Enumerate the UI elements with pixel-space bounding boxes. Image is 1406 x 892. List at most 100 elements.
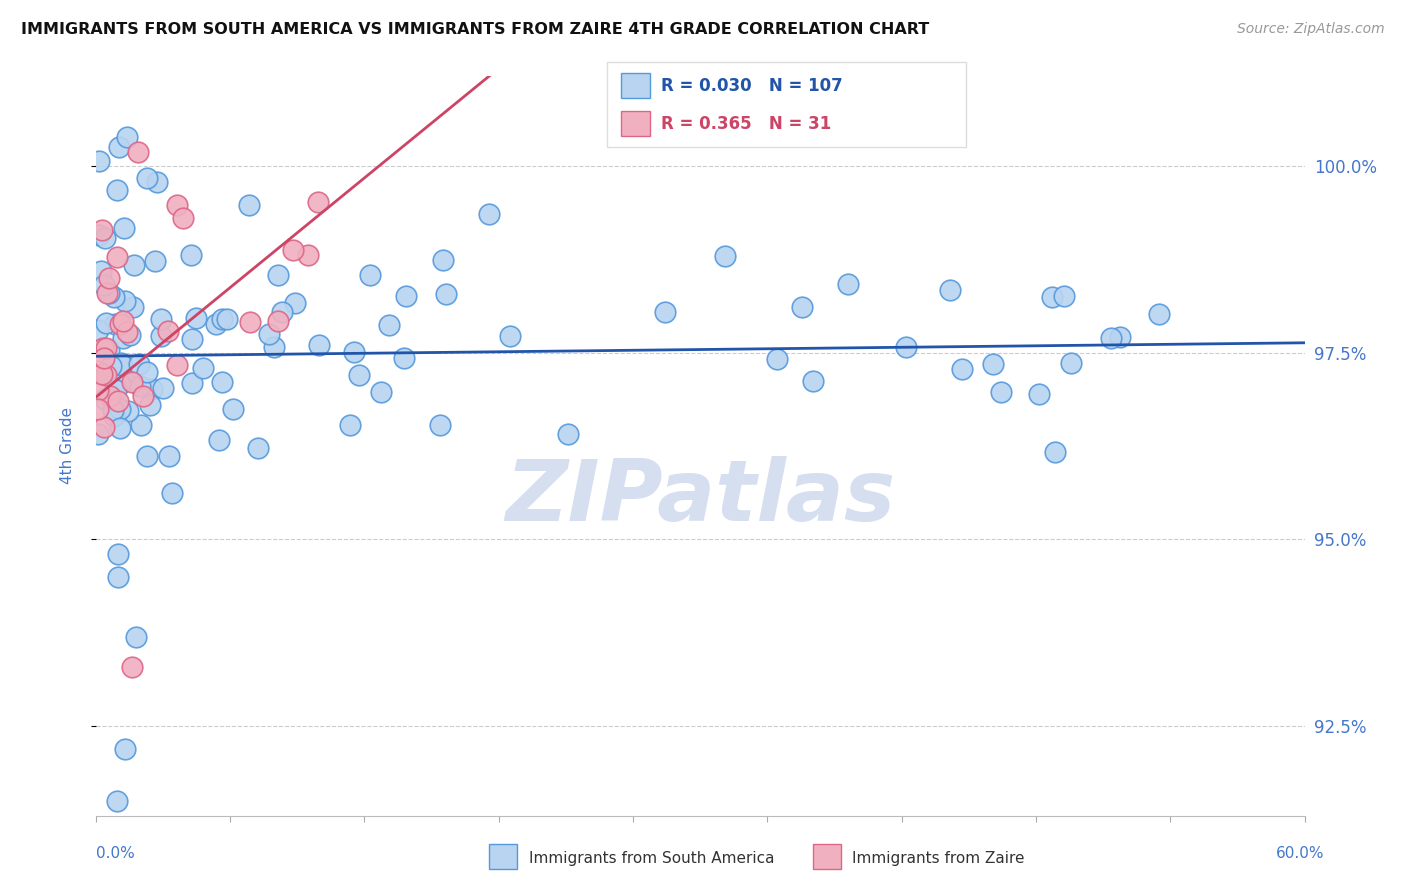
Text: 0.0%: 0.0% bbox=[96, 847, 135, 861]
Point bbox=[93, 277, 115, 292]
Point bbox=[181, 376, 204, 391]
Point bbox=[1042, 290, 1064, 304]
Point bbox=[239, 315, 262, 329]
Point bbox=[143, 254, 166, 268]
Point bbox=[105, 183, 128, 197]
Point bbox=[145, 175, 167, 189]
Point bbox=[121, 659, 143, 673]
Point bbox=[108, 139, 131, 153]
Point bbox=[370, 385, 392, 400]
Point bbox=[125, 630, 148, 644]
Point bbox=[86, 383, 108, 397]
Text: IMMIGRANTS FROM SOUTH AMERICA VS IMMIGRANTS FROM ZAIRE 4TH GRADE CORRELATION CHA: IMMIGRANTS FROM SOUTH AMERICA VS IMMIGRA… bbox=[21, 22, 929, 37]
Point bbox=[122, 258, 145, 272]
Point bbox=[359, 268, 381, 283]
Point bbox=[211, 312, 233, 326]
Point bbox=[91, 341, 114, 355]
Text: R = 0.030   N = 107: R = 0.030 N = 107 bbox=[661, 77, 842, 95]
Point bbox=[107, 548, 129, 562]
Point bbox=[156, 324, 179, 338]
Point bbox=[121, 300, 143, 314]
Point bbox=[297, 248, 319, 262]
Point bbox=[713, 249, 735, 263]
Point bbox=[186, 311, 208, 326]
Point bbox=[150, 329, 173, 343]
Point bbox=[395, 288, 418, 302]
Point bbox=[91, 223, 114, 237]
Point bbox=[136, 449, 159, 463]
Point bbox=[152, 380, 174, 394]
Point bbox=[246, 442, 269, 456]
Point bbox=[1060, 356, 1083, 370]
Point bbox=[654, 305, 676, 319]
Point bbox=[950, 362, 973, 376]
Point bbox=[938, 283, 960, 297]
Point bbox=[790, 300, 813, 314]
Point bbox=[96, 341, 118, 355]
Point bbox=[110, 317, 132, 331]
Point bbox=[86, 364, 108, 378]
Point bbox=[86, 427, 108, 442]
Point bbox=[115, 130, 138, 145]
Point bbox=[117, 404, 139, 418]
Point bbox=[1053, 288, 1076, 302]
Point bbox=[837, 277, 859, 292]
Point bbox=[118, 327, 141, 342]
Point bbox=[94, 368, 117, 382]
Point bbox=[87, 154, 110, 169]
Point bbox=[90, 264, 112, 278]
Point bbox=[478, 207, 501, 221]
Point bbox=[149, 312, 172, 326]
Point bbox=[121, 375, 143, 389]
Point bbox=[129, 379, 152, 393]
Point bbox=[105, 251, 128, 265]
Point bbox=[339, 417, 361, 432]
Point bbox=[801, 374, 824, 388]
Point bbox=[100, 359, 122, 374]
Point bbox=[205, 317, 228, 331]
Point bbox=[1099, 331, 1122, 345]
Point bbox=[284, 296, 307, 310]
Point bbox=[108, 377, 131, 392]
Point bbox=[114, 293, 136, 308]
Point bbox=[1147, 307, 1170, 321]
Point bbox=[162, 485, 184, 500]
Point bbox=[135, 365, 157, 379]
Point bbox=[111, 331, 134, 345]
Point bbox=[93, 420, 115, 434]
Point bbox=[981, 357, 1004, 371]
Point bbox=[112, 314, 135, 328]
Point bbox=[343, 345, 366, 359]
Point bbox=[766, 351, 789, 366]
Point bbox=[115, 326, 138, 340]
Point bbox=[267, 314, 290, 328]
Point bbox=[131, 418, 153, 433]
Point bbox=[139, 398, 162, 412]
Point bbox=[90, 367, 112, 381]
Point bbox=[101, 403, 124, 417]
Point bbox=[1109, 330, 1132, 344]
Point bbox=[208, 433, 231, 447]
Point bbox=[266, 268, 288, 283]
Point bbox=[104, 317, 127, 331]
Point bbox=[86, 402, 108, 417]
Point bbox=[110, 356, 132, 370]
Point bbox=[181, 333, 204, 347]
Point bbox=[112, 373, 135, 387]
Point bbox=[98, 343, 121, 358]
Text: ZIPatlas: ZIPatlas bbox=[505, 457, 896, 540]
Point bbox=[308, 337, 330, 351]
Point bbox=[107, 570, 129, 584]
Point bbox=[131, 389, 153, 403]
Point bbox=[114, 742, 136, 756]
Point bbox=[432, 252, 454, 267]
Point bbox=[434, 287, 457, 301]
Point bbox=[894, 340, 917, 354]
Point bbox=[127, 145, 149, 159]
Point bbox=[98, 389, 121, 403]
Point bbox=[107, 393, 129, 408]
Point bbox=[103, 290, 125, 304]
Point bbox=[105, 384, 128, 398]
Text: Source: ZipAtlas.com: Source: ZipAtlas.com bbox=[1237, 22, 1385, 37]
Point bbox=[222, 402, 245, 417]
